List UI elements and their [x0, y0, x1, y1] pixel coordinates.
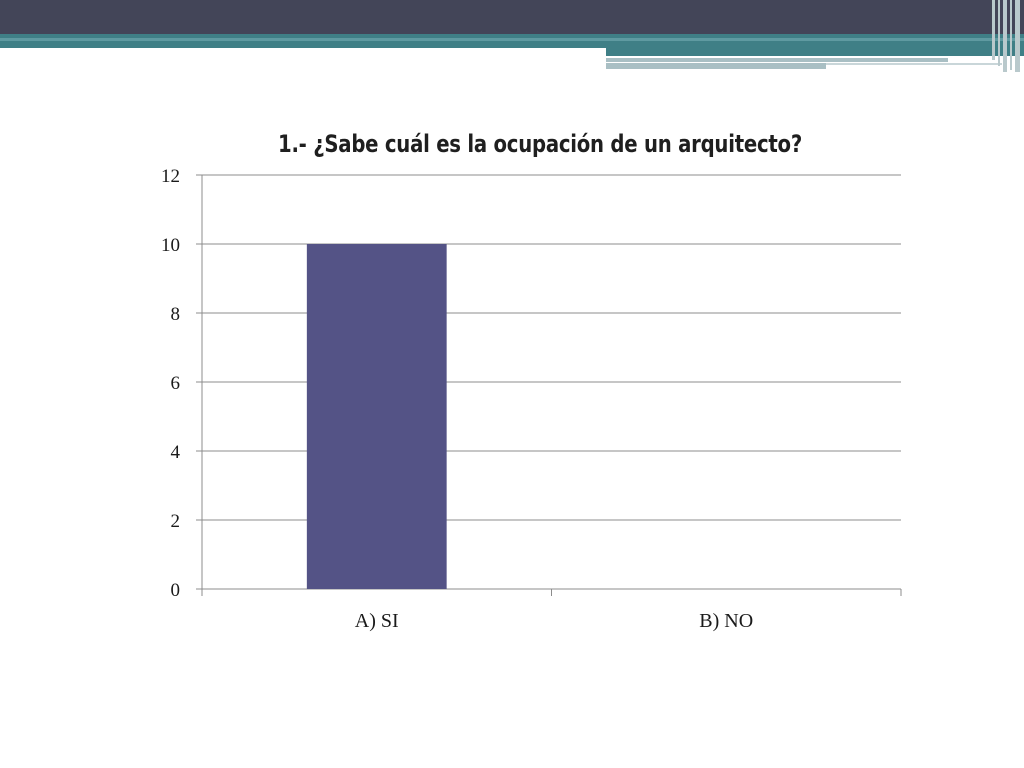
bar	[306, 244, 447, 589]
y-tick-label: 4	[171, 442, 181, 463]
y-tick-label: 10	[161, 235, 180, 256]
y-tick-label: 6	[171, 373, 181, 394]
y-tick-label: 12	[161, 166, 180, 187]
x-category-label: B) NO	[699, 610, 753, 632]
chart-title: 1.- ¿Sabe cuál es la ocupación de un arq…	[277, 130, 802, 158]
x-category-label: A) SI	[355, 610, 399, 632]
slide-header-decoration	[0, 0, 1024, 72]
y-tick-label: 0	[171, 580, 181, 601]
y-tick-label: 2	[171, 511, 181, 532]
y-tick-label: 8	[171, 304, 181, 325]
